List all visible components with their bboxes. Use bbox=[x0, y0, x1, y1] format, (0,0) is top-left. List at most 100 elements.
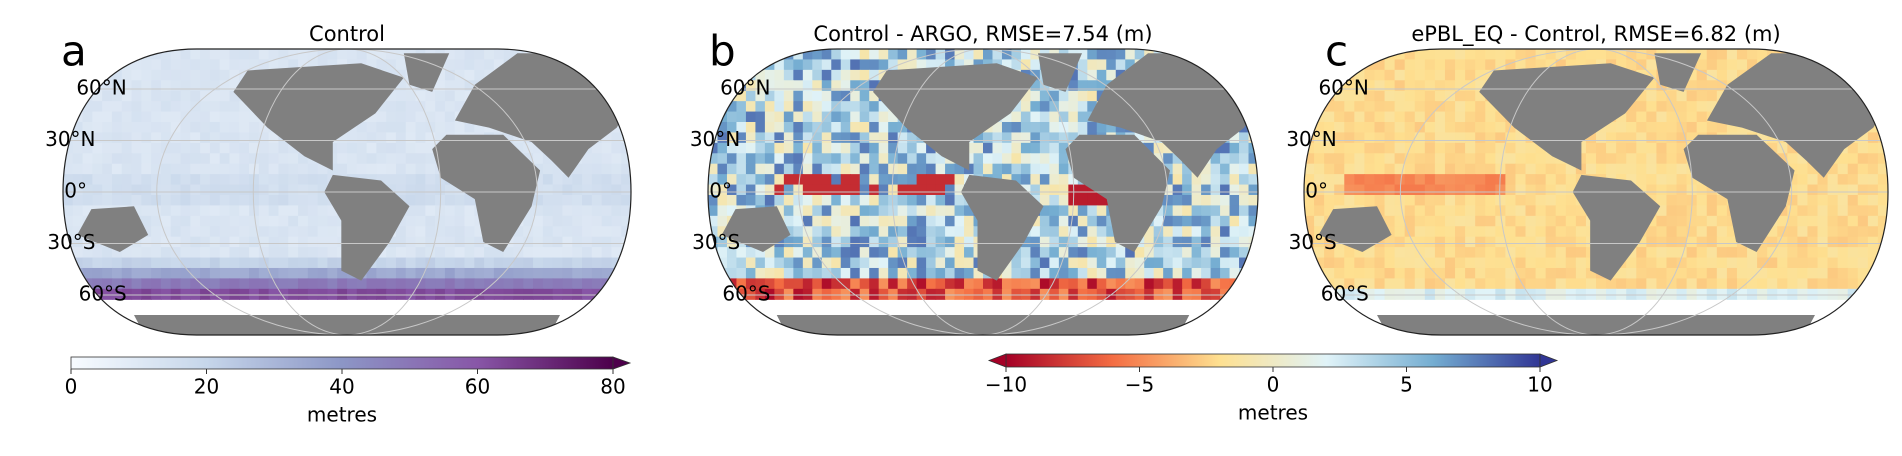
ocean-cell bbox=[1424, 163, 1436, 175]
ocean-cell bbox=[736, 184, 747, 196]
ocean-cell bbox=[582, 174, 593, 186]
ocean-cell bbox=[317, 226, 329, 238]
ocean-cell bbox=[1706, 267, 1718, 279]
ocean-cell bbox=[1394, 80, 1406, 92]
ocean-cell bbox=[1058, 163, 1069, 175]
ocean-cell bbox=[1857, 184, 1869, 196]
ocean-cell bbox=[229, 59, 240, 71]
ocean-cell bbox=[926, 163, 937, 175]
ocean-cell bbox=[726, 184, 738, 196]
ocean-cell bbox=[1153, 267, 1164, 279]
ocean-cell bbox=[249, 153, 260, 165]
ocean-cell bbox=[1106, 59, 1117, 71]
ocean-cell bbox=[1475, 226, 1486, 238]
ocean-cell bbox=[1706, 215, 1718, 227]
ocean-cell bbox=[170, 205, 182, 217]
ocean-cell bbox=[1049, 132, 1060, 144]
ocean-cell bbox=[170, 236, 182, 248]
ocean-cell bbox=[736, 247, 747, 259]
ocean-cell bbox=[249, 184, 260, 196]
ocean-cell bbox=[278, 247, 289, 259]
ocean-cell bbox=[1706, 247, 1718, 259]
ocean-cell bbox=[444, 278, 456, 290]
ocean-cell bbox=[200, 267, 211, 279]
ocean-cell bbox=[425, 205, 436, 217]
ocean-cell bbox=[376, 278, 387, 290]
ocean-cell bbox=[356, 142, 368, 154]
ocean-cell bbox=[1087, 194, 1098, 207]
ocean-cell bbox=[464, 257, 475, 269]
ocean-cell bbox=[170, 267, 182, 279]
ocean-cell bbox=[1424, 80, 1436, 92]
ocean-cell bbox=[200, 80, 211, 92]
ocean-cell bbox=[1039, 80, 1050, 92]
ocean-cell bbox=[840, 205, 851, 217]
ocean-cell bbox=[745, 59, 757, 71]
ocean-cell bbox=[317, 174, 329, 186]
ocean-cell bbox=[831, 101, 842, 113]
ocean-cell bbox=[1646, 184, 1658, 196]
ocean-cell bbox=[1666, 142, 1678, 154]
ocean-cell bbox=[850, 236, 861, 248]
ocean-cell bbox=[591, 267, 603, 279]
ocean-cell bbox=[1726, 236, 1738, 248]
ocean-cell bbox=[736, 153, 747, 165]
ocean-cell bbox=[102, 90, 113, 102]
ocean-cell bbox=[337, 142, 348, 154]
ocean-cell bbox=[1797, 267, 1809, 279]
ocean-cell bbox=[1666, 153, 1678, 165]
ocean-cell bbox=[1857, 215, 1869, 227]
ocean-cell bbox=[552, 288, 564, 300]
ocean-cell bbox=[859, 59, 870, 71]
ocean-cell bbox=[907, 205, 918, 217]
ocean-cell bbox=[878, 205, 889, 217]
ocean-cell bbox=[1525, 247, 1537, 259]
ocean-cell bbox=[180, 90, 191, 102]
ocean-cell bbox=[1384, 267, 1396, 279]
ocean-cell bbox=[897, 142, 908, 154]
ocean-cell bbox=[717, 153, 728, 165]
ocean-cell bbox=[1515, 247, 1527, 259]
ocean-cell bbox=[1636, 247, 1647, 259]
ocean-cell bbox=[337, 278, 348, 290]
ocean-cell bbox=[111, 101, 123, 113]
ocean-cell bbox=[1706, 226, 1718, 238]
ocean-cell bbox=[1001, 111, 1013, 123]
ocean-cell bbox=[717, 163, 728, 175]
ocean-cell bbox=[1767, 236, 1778, 248]
ocean-cell bbox=[897, 59, 908, 71]
ocean-cell bbox=[1220, 247, 1231, 259]
ocean-cell bbox=[1210, 184, 1221, 196]
ocean-cell bbox=[219, 132, 231, 144]
ocean-cell bbox=[1525, 59, 1537, 71]
ocean-cell bbox=[591, 174, 603, 186]
ocean-cell bbox=[63, 278, 74, 290]
ocean-cell bbox=[1384, 174, 1396, 186]
ocean-cell bbox=[82, 111, 93, 123]
ocean-cell bbox=[1144, 132, 1155, 144]
ocean-cell bbox=[916, 194, 927, 207]
ocean-cell bbox=[1656, 194, 1668, 207]
ocean-cell bbox=[1304, 59, 1315, 71]
ocean-cell bbox=[964, 267, 975, 279]
ocean-cell bbox=[1455, 278, 1466, 290]
ocean-cell bbox=[764, 194, 775, 207]
ocean-cell bbox=[1210, 205, 1221, 217]
ocean-cell bbox=[1636, 90, 1647, 102]
ocean-cell bbox=[973, 278, 984, 290]
ocean-cell bbox=[926, 267, 937, 279]
ocean-cell bbox=[141, 80, 152, 92]
ocean-cell bbox=[1087, 69, 1098, 81]
ocean-cell bbox=[1039, 226, 1050, 238]
ocean-cell bbox=[1334, 194, 1345, 207]
ocean-cell bbox=[239, 163, 250, 175]
ocean-cell bbox=[812, 194, 823, 207]
ocean-cell bbox=[395, 80, 407, 92]
ocean-cell bbox=[897, 278, 908, 290]
ocean-cell bbox=[1535, 205, 1547, 217]
ocean-cell bbox=[601, 132, 613, 144]
ocean-cell bbox=[726, 132, 738, 144]
ocean-cell bbox=[1455, 69, 1466, 81]
ocean-cell bbox=[454, 69, 466, 81]
ocean-cell bbox=[552, 226, 564, 238]
